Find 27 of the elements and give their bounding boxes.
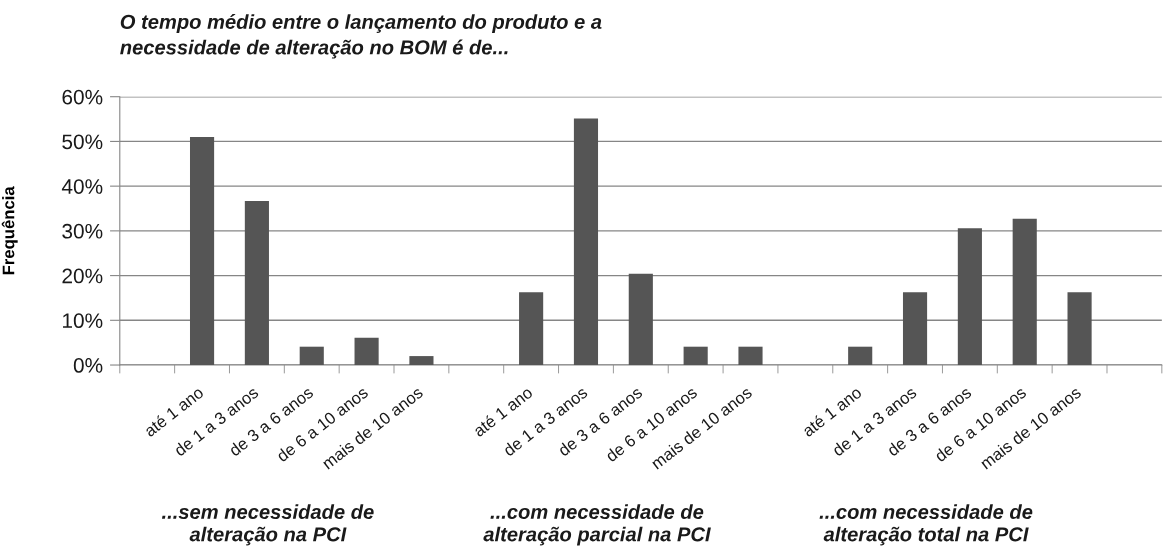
bar [628, 273, 653, 366]
bar [683, 346, 708, 366]
y-tick-label: 30% [62, 223, 103, 239]
text: ...com necessidade de alteração total na PCI [819, 504, 1033, 546]
bar [299, 346, 324, 366]
bar [1067, 292, 1092, 366]
y-tick-label: 10% [63, 313, 103, 329]
bar [189, 136, 215, 366]
y-tick-label: 0% [73, 358, 103, 373]
chart-title: O tempo médio entre o lançamento do produto e a necessidade de alteração no BOM é de... [120, 13, 602, 59]
bar [409, 356, 434, 366]
y-tick-label: 40% [61, 179, 103, 194]
y-tick-label: 60% [62, 89, 103, 105]
bar [519, 292, 544, 366]
y-tick-label: 20% [62, 268, 103, 284]
y-axis-title: Frequência [1, 186, 18, 275]
bar [902, 292, 928, 366]
bar [354, 337, 379, 366]
bar [573, 118, 599, 366]
bar [848, 346, 873, 366]
bar [1012, 218, 1037, 366]
bar [738, 346, 763, 366]
bar [244, 200, 269, 366]
bar [957, 228, 982, 366]
text: ...com necessidade de alteração parcial na PCI [483, 504, 711, 546]
y-tick-label: 50% [62, 134, 103, 150]
text: ...sem necessidade de alteração na PCI [161, 504, 374, 546]
